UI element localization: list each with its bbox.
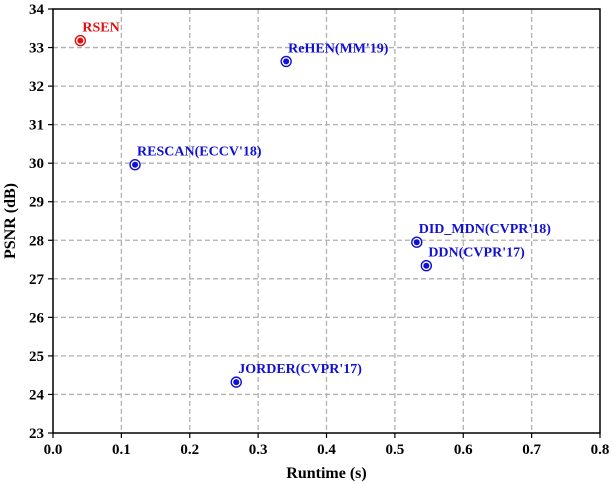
point-marker-dot — [283, 58, 290, 65]
point-label: RSEN — [82, 21, 119, 36]
x-tick-label: 0.3 — [249, 442, 268, 458]
point-marker-dot — [132, 161, 139, 168]
y-tick-label: 23 — [29, 426, 44, 442]
data-point: RSEN — [74, 21, 120, 47]
x-tick-label: 0.1 — [112, 442, 131, 458]
x-tick-label: 0.2 — [180, 442, 199, 458]
point-label: RESCAN(ECCV'18) — [137, 145, 262, 160]
point-marker-dot — [413, 239, 420, 246]
data-points: RSEN ReHEN(MM'19) RESCAN(ECCV'18) DID_MDN(C… — [74, 21, 552, 388]
y-tick-label: 34 — [29, 2, 45, 18]
y-tick-label: 28 — [29, 233, 44, 249]
y-tick-label: 33 — [29, 41, 44, 57]
x-tick-label: 0.4 — [317, 442, 336, 458]
data-point: DDN(CVPR'17) — [420, 246, 525, 272]
y-axis-ticks: 23 24 25 26 27 28 29 30 31 32 33 34 — [29, 2, 53, 442]
y-tick-label: 24 — [29, 387, 45, 403]
x-tick-label: 0.6 — [454, 442, 473, 458]
point-marker-dot — [423, 262, 430, 269]
point-marker-ring — [420, 260, 433, 272]
y-tick-label: 31 — [29, 118, 44, 134]
point-marker-ring — [230, 376, 242, 388]
data-point: DID_MDN(CVPR'18) — [411, 222, 552, 248]
y-tick-label: 26 — [29, 310, 45, 326]
point-marker-ring — [129, 159, 141, 171]
point-marker-dot — [77, 37, 84, 44]
x-tick-label: 0.8 — [591, 442, 610, 458]
data-point: RESCAN(ECCV'18) — [129, 145, 262, 171]
x-axis-ticks: 0.0 0.1 0.2 0.3 0.4 0.5 0.6 0.7 0.8 — [44, 433, 610, 458]
y-tick-label: 29 — [29, 195, 44, 211]
point-label: JORDER(CVPR'17) — [238, 362, 362, 377]
data-point: JORDER(CVPR'17) — [230, 362, 362, 388]
x-tick-label: 0.7 — [522, 442, 541, 458]
point-marker-ring — [411, 236, 423, 248]
point-marker-ring — [280, 55, 292, 68]
x-tick-label: 0.5 — [386, 442, 405, 458]
point-marker-ring — [74, 34, 87, 47]
point-marker-dot — [233, 379, 240, 386]
point-label: DID_MDN(CVPR'18) — [419, 222, 552, 237]
x-tick-label: 0.0 — [44, 442, 63, 458]
grid — [53, 9, 600, 433]
y-tick-label: 27 — [29, 272, 45, 288]
y-tick-label: 32 — [29, 79, 44, 95]
y-axis-label: PSNR (dB) — [2, 183, 19, 259]
point-label: ReHEN(MM'19) — [288, 41, 389, 56]
y-tick-label: 25 — [29, 349, 44, 365]
x-axis-label: Runtime (s) — [286, 465, 366, 482]
point-label: DDN(CVPR'17) — [428, 246, 525, 261]
data-point: ReHEN(MM'19) — [280, 41, 389, 68]
y-tick-label: 30 — [29, 156, 44, 172]
